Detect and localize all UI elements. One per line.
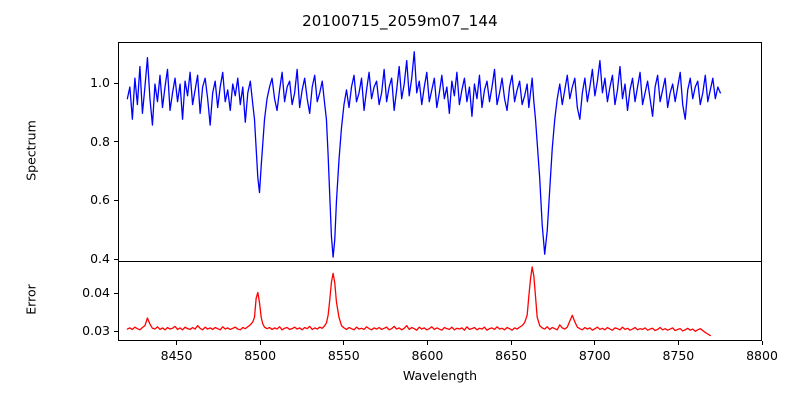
page-title: 20100715_2059m07_144 bbox=[302, 12, 498, 30]
x-tick-label: 8750 bbox=[662, 348, 695, 363]
y-axis-label-spectrum: Spectrum bbox=[23, 120, 39, 181]
y-tick-label: 0.6 bbox=[90, 192, 110, 208]
spectrum-line bbox=[126, 51, 721, 258]
x-tick-mark bbox=[176, 341, 178, 345]
y-tick-label: 0.03 bbox=[82, 323, 110, 339]
x-tick-label: 8650 bbox=[495, 348, 527, 363]
x-tick-mark bbox=[510, 341, 512, 345]
x-axis-label: Wavelength bbox=[402, 368, 478, 383]
x-tick-label: 8800 bbox=[746, 348, 778, 363]
y-tick-label: 0.8 bbox=[90, 133, 110, 149]
x-tick-mark bbox=[761, 341, 763, 345]
y-tick-label: 0.04 bbox=[82, 285, 110, 301]
error-axes bbox=[118, 261, 762, 341]
spectrum-axes bbox=[118, 42, 762, 262]
x-tick-label: 8500 bbox=[244, 348, 277, 363]
x-tick-label: 8550 bbox=[327, 348, 360, 363]
error-line bbox=[126, 266, 711, 337]
x-tick-mark bbox=[343, 341, 345, 345]
x-tick-label: 8700 bbox=[578, 348, 611, 363]
x-tick-mark bbox=[426, 341, 429, 345]
x-tick-mark bbox=[677, 341, 679, 345]
x-tick-mark bbox=[259, 341, 261, 345]
y-axis-label-error: Error bbox=[23, 284, 39, 315]
y-tick-label: 1.0 bbox=[90, 75, 110, 91]
x-tick-label: 8600 bbox=[411, 348, 444, 363]
x-tick-mark bbox=[594, 341, 596, 345]
x-tick-label: 8450 bbox=[160, 348, 193, 363]
y-tick-label: 0.4 bbox=[90, 251, 110, 267]
